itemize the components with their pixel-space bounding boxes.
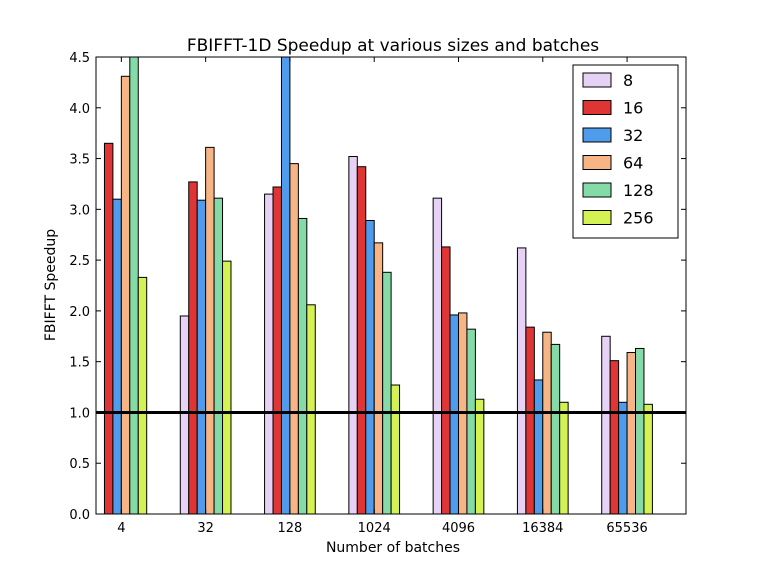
y-tick-label: 3.0 (69, 203, 90, 218)
x-tick-label: 4096 (442, 521, 475, 536)
legend-swatch (582, 155, 612, 170)
bar (441, 246, 451, 515)
legend-label: 32 (623, 126, 643, 145)
legend-box (572, 64, 679, 239)
bar (129, 56, 139, 515)
x-tick-label: 32 (197, 521, 214, 536)
bar (618, 401, 628, 515)
bar (432, 197, 443, 515)
x-axis: 4 32 128 1024 4096 16384 65536 (117, 57, 648, 536)
legend: 8 16 32 64 128 256 (572, 64, 679, 239)
y-tick-label: 0.5 (69, 457, 90, 472)
bar (103, 142, 114, 515)
bar (356, 166, 367, 515)
bar (205, 146, 215, 515)
bar (559, 401, 569, 515)
x-tick-label: 128 (278, 521, 303, 536)
bar (626, 352, 637, 515)
x-tick-label: 1024 (358, 521, 391, 536)
bar (601, 335, 611, 515)
bars (103, 56, 653, 515)
legend-label: 8 (623, 71, 633, 90)
bar (525, 326, 535, 515)
x-axis-label: Number of batches (326, 540, 460, 556)
bar (348, 156, 358, 515)
bar (373, 242, 384, 515)
legend-swatch (582, 210, 612, 225)
y-axis-label: FBIFFT Speedup (43, 229, 59, 341)
legend-swatch (582, 182, 612, 198)
y-tick-label: 1.5 (69, 356, 90, 371)
bar (188, 181, 198, 515)
bar (264, 193, 274, 515)
chart-title: FBIFFT-1D Speedup at various sizes and b… (187, 36, 599, 56)
bar (609, 360, 620, 515)
legend-swatch (582, 127, 612, 143)
y-tick-label: 4.5 (69, 51, 90, 66)
bar (365, 220, 375, 515)
bar (120, 75, 131, 515)
bar (213, 197, 224, 515)
bar (272, 186, 282, 515)
plot-area (95, 56, 687, 515)
x-tick-label: 65536 (606, 521, 647, 536)
legend-label: 64 (623, 154, 643, 173)
bar (112, 198, 122, 515)
legend-swatch (582, 100, 612, 115)
bar (289, 163, 299, 515)
y-tick-label: 3.5 (69, 153, 90, 168)
bar (533, 379, 544, 515)
legend-label: 256 (623, 209, 654, 228)
legend-label: 128 (623, 181, 654, 200)
bar (137, 276, 148, 515)
bar (382, 271, 392, 515)
y-tick-label: 0.0 (69, 508, 90, 523)
legend-swatch (582, 72, 612, 88)
legend-label: 16 (623, 99, 643, 118)
x-tick-label: 16384 (522, 521, 563, 536)
bar (550, 343, 561, 515)
bar (297, 217, 308, 515)
y-tick-label: 2.5 (69, 254, 90, 269)
y-tick-label: 4.0 (69, 102, 90, 117)
bar (466, 328, 476, 515)
bar (196, 199, 207, 515)
y-axis: 0.0 0.5 1.0 1.5 2.0 2.5 3.0 3.5 4.0 4.5 (69, 51, 686, 523)
y-tick-label: 1.0 (69, 406, 90, 421)
bar (635, 347, 645, 515)
bar (179, 315, 190, 515)
bar (542, 331, 552, 515)
x-tick-label: 4 (117, 521, 125, 536)
bar (222, 260, 232, 515)
bar (306, 304, 316, 515)
y-tick-label: 2.0 (69, 305, 90, 320)
bar (474, 398, 485, 515)
bar (280, 56, 291, 515)
bar (516, 247, 527, 515)
bar (390, 384, 401, 515)
bar (643, 403, 653, 515)
bar (449, 314, 459, 515)
